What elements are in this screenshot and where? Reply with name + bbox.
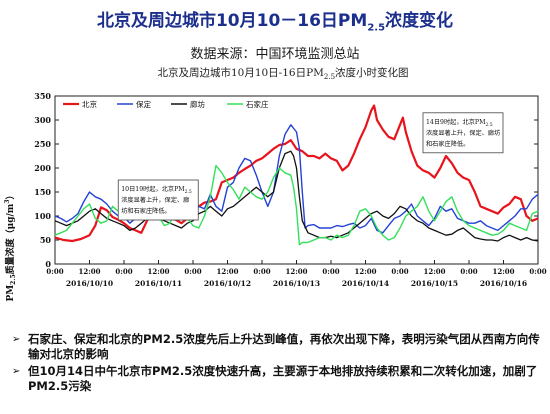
annotation-text-part: 浓度显著上升，保定、廊坊 — [426, 129, 500, 137]
y-tick-label: 50 — [40, 235, 52, 245]
x-tick-label: 12:00 — [147, 267, 169, 276]
y-tick-label: 350 — [34, 91, 51, 101]
y-tick-label: 200 — [34, 163, 51, 173]
date-label: 2016/10/10 — [66, 279, 113, 288]
date-label: 2016/10/16 — [480, 279, 527, 288]
y-tick-label: 0 — [45, 259, 51, 269]
arrow-bullet-icon: ➢ — [12, 366, 21, 377]
x-tick-label: 0:00 — [253, 267, 270, 276]
annotation-subscript: 2.5 — [185, 189, 192, 195]
bullet-item: ➢ 但10月14日中午北京市PM2.5浓度快速升高，主要源于本地排放持续积累和二次… — [10, 364, 546, 394]
y-tick-label: 100 — [34, 211, 51, 221]
series-line-北京 — [54, 104, 539, 243]
y-axis-label-group: PM2.5质量浓度（μg/m3） — [4, 190, 17, 301]
title-subscript: 2.5 — [367, 22, 386, 34]
date-label: 2016/10/13 — [273, 279, 320, 288]
title-main: 北京及周边城市10月10－16日PM — [96, 11, 368, 31]
title-tail: 浓度变化 — [385, 11, 454, 31]
date-label: 2016/10/11 — [135, 279, 182, 288]
x-tick-label: 12:00 — [216, 267, 238, 276]
annotation-text-part: 10日19时起，北京PM — [121, 185, 185, 193]
chart-title: 北京及周边城市10月10日-16日PM2.5浓度小时变化图 — [157, 66, 408, 81]
annotation-text: 浓度显著上升，保定、廊坊 — [426, 129, 500, 137]
annotation-text: 和石家庄降低。 — [426, 140, 469, 148]
x-tick-label: 12:00 — [78, 267, 100, 276]
x-tick-label: 12:00 — [423, 267, 445, 276]
x-tick-label: 0:00 — [391, 267, 408, 276]
x-tick-label: 12:00 — [492, 267, 514, 276]
annotation-box — [117, 179, 199, 221]
y-tick-label: 150 — [34, 187, 51, 197]
x-tick-label: 12:00 — [285, 267, 307, 276]
y-tick-label: 250 — [34, 139, 51, 149]
bullet-item: ➢ 石家庄、保定和北京的PM2.5浓度先后上升达到峰值，再依次出现下降，表明污染气… — [10, 332, 546, 362]
x-tick-label: 0:00 — [529, 267, 546, 276]
x-tick-label: 0:00 — [46, 267, 63, 276]
annotation-text: 浓度显著上升，保定、廊 — [121, 196, 189, 204]
pm25-line-chart: 北京及周边城市10月10日-16日PM2.5浓度小时变化图 PM2.5质量浓度（… — [4, 66, 547, 302]
bullet-text: 但10月14日中午北京市PM2.5浓度快速升高，主要源于本地排放持续积累和二次转… — [28, 364, 538, 393]
date-label: 2016/10/15 — [411, 279, 458, 288]
x-tick-label: 0:00 — [184, 267, 201, 276]
legend-label: 石家庄 — [246, 99, 269, 109]
data-source: 数据来源：中国环境监测总站 — [190, 47, 360, 62]
legend-label: 保定 — [136, 99, 151, 109]
y-axis-label: PM2.5质量浓度（μg/m3） — [4, 190, 17, 301]
x-tick-label: 12:00 — [354, 267, 376, 276]
annotation-box — [422, 112, 504, 154]
annotation-text-part: 和石家庄降低。 — [426, 140, 469, 148]
y-tick-label: 300 — [34, 115, 51, 125]
annotation-text: 坊和石家庄降低。 — [121, 207, 171, 215]
series-line-廊坊 — [54, 150, 539, 242]
annotation-subscript: 2.5 — [485, 122, 492, 128]
date-label: 2016/10/12 — [204, 279, 251, 288]
annotation-text: 10日19时起，北京PM2.5 — [121, 185, 192, 195]
x-tick-label: 0:00 — [115, 267, 132, 276]
annotation-text-part: 14日9时起，北京PM — [426, 118, 486, 126]
x-tick-label: 0:00 — [322, 267, 339, 276]
annotation-text-part: 坊和石家庄降低。 — [121, 207, 171, 215]
annotation-text-part: 浓度显著上升，保定、廊 — [121, 196, 189, 204]
arrow-bullet-icon: ➢ — [12, 334, 21, 345]
plot-area: 0 50 100 150 200 250 300 350 0:00 12:00 0:00 12:00 0… — [34, 91, 546, 288]
bullet-list: ➢ 石家庄、保定和北京的PM2.5浓度先后上升达到峰值，再依次出现下降，表明污染气… — [10, 332, 546, 396]
annotation-text: 14日9时起，北京PM2.5 — [426, 118, 493, 128]
legend-label: 北京 — [82, 99, 97, 109]
slide-title: 北京及周边城市10月10－16日PM2.5浓度变化 — [0, 6, 550, 33]
date-label: 2016/10/14 — [342, 279, 389, 288]
legend-label: 廊坊 — [190, 99, 205, 109]
x-tick-label: 0:00 — [460, 267, 477, 276]
bullet-text: 石家庄、保定和北京的PM2.5浓度先后上升达到峰值，再依次出现下降，表明污染气团… — [28, 332, 540, 361]
